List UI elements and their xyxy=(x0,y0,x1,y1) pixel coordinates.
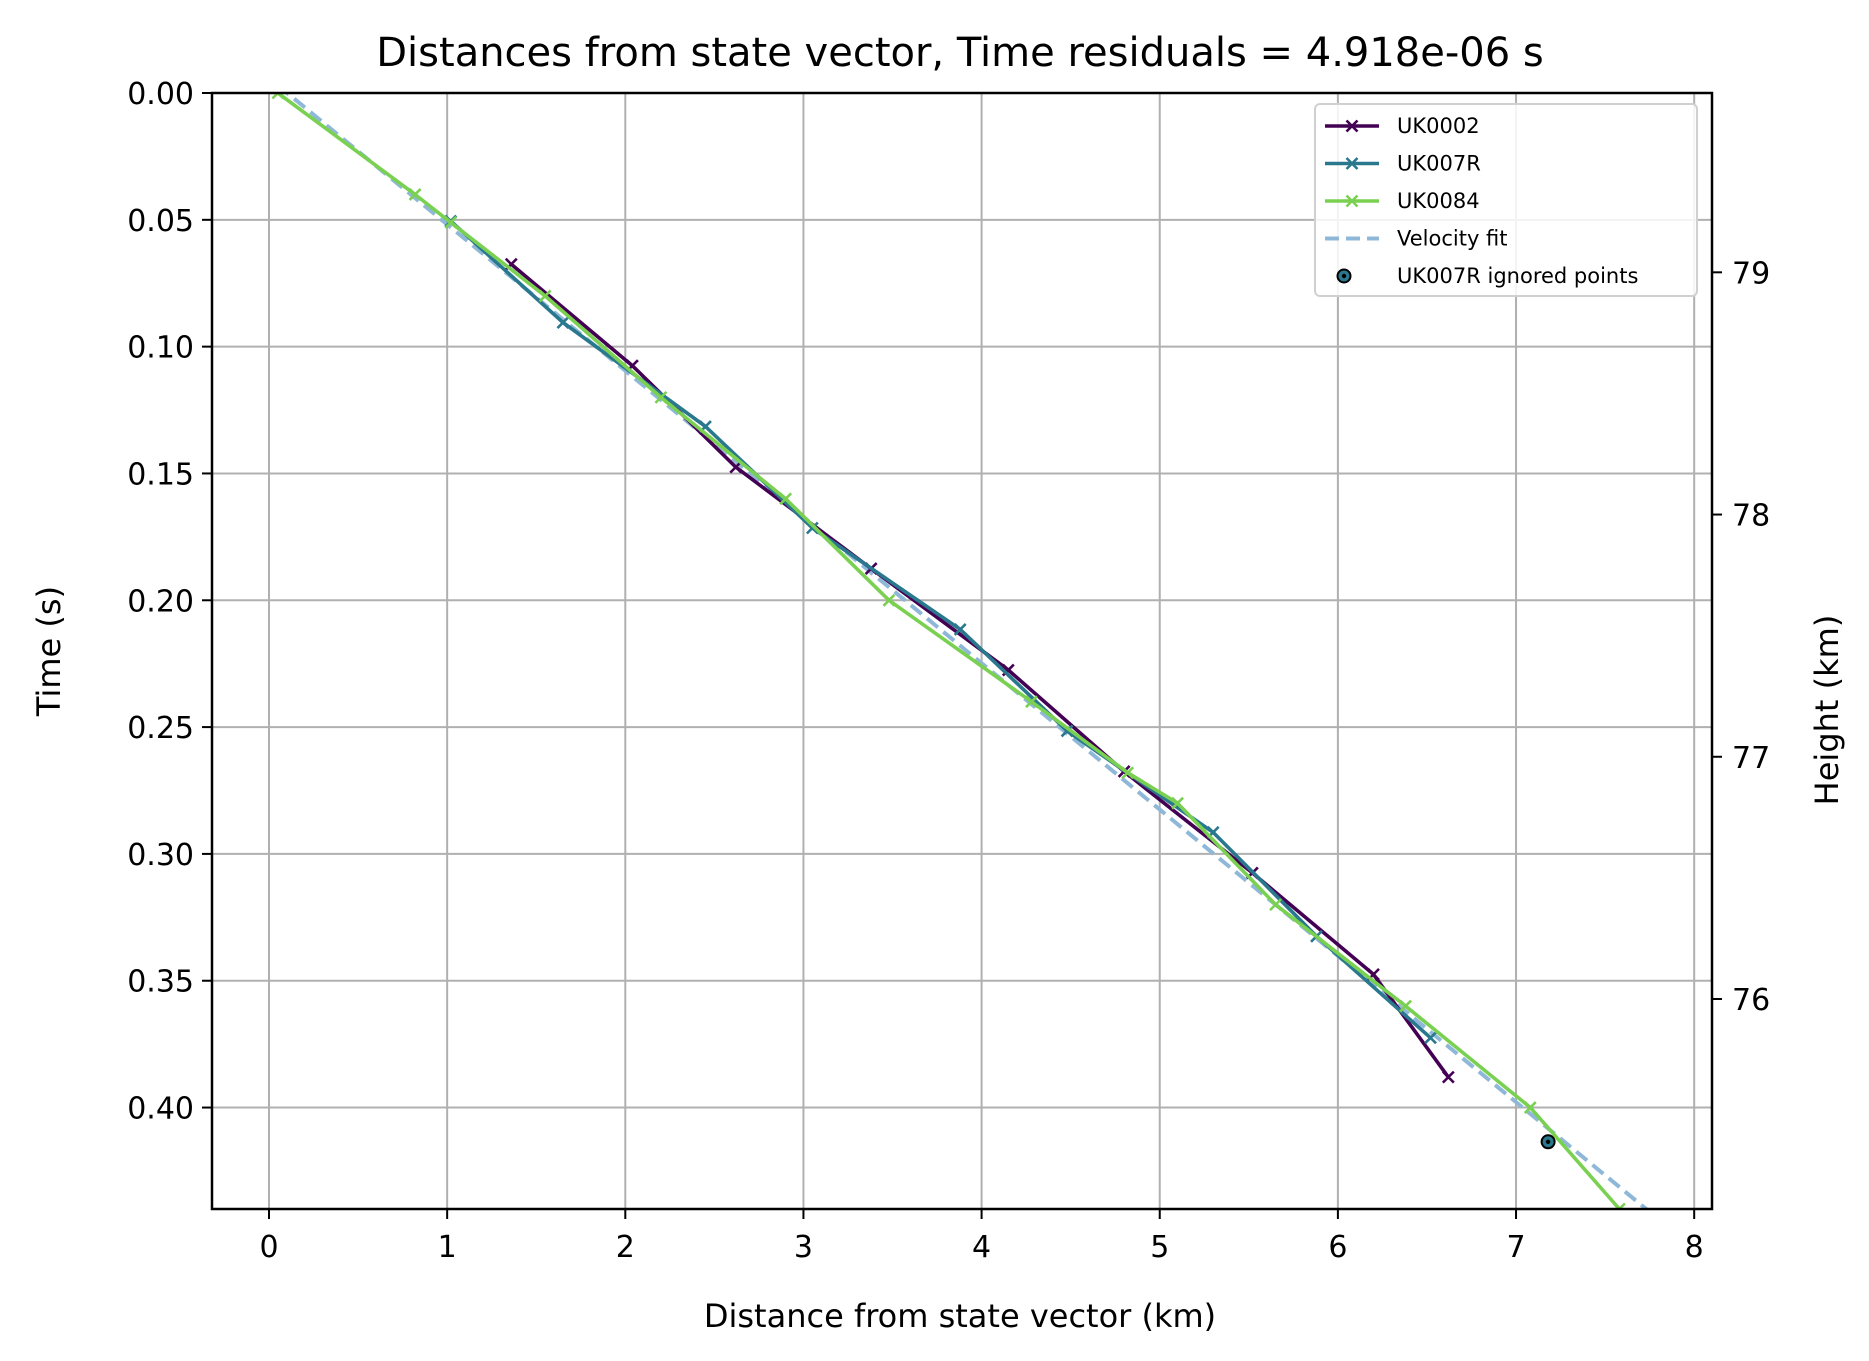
x-tick-label: 3 xyxy=(794,1230,813,1265)
legend-marker-uk0002 xyxy=(1345,119,1359,133)
data-point-uk0084 xyxy=(271,93,285,100)
chart-title: Distances from state vector, Time residu… xyxy=(376,30,1544,76)
legend-marker-uk007r xyxy=(1345,157,1359,170)
y2-tick-label: 79 xyxy=(1732,256,1770,291)
x-axis: 0 1 2 3 4 5 6 7 8 xyxy=(259,1209,1704,1265)
y-tick-label: 0.10 xyxy=(127,331,194,366)
data-point-uk0002 xyxy=(1441,1070,1455,1084)
x-tick-label: 5 xyxy=(1150,1230,1169,1265)
secondary-y-axis-label: Height (km) xyxy=(1808,615,1846,806)
y-tick-label: 0.35 xyxy=(127,965,194,1000)
x-tick-label: 7 xyxy=(1506,1230,1525,1265)
legend-label: UK007R ignored points xyxy=(1397,264,1638,288)
y-tick-label: 0.00 xyxy=(127,77,194,112)
legend-label: UK0084 xyxy=(1397,189,1480,213)
data-point-uk007r xyxy=(556,316,570,329)
data-point-uk0084 xyxy=(1171,796,1184,810)
x-tick-label: 2 xyxy=(616,1230,635,1265)
x-tick-label: 4 xyxy=(972,1230,991,1265)
x-tick-label: 8 xyxy=(1685,1230,1704,1265)
plot-frame xyxy=(210,91,1714,1211)
y-axis: 0.00 0.05 0.10 0.15 0.20 0.25 0.30 0.35 0.40 xyxy=(127,77,212,1127)
y-tick-label: 0.05 xyxy=(127,204,194,239)
x-tick-label: 1 xyxy=(438,1230,457,1265)
x-tick-label: 0 xyxy=(259,1230,278,1265)
y-tick-label: 0.20 xyxy=(127,584,194,619)
data-point-uk0084 xyxy=(654,390,668,404)
secondary-y-axis: 79 78 77 76 xyxy=(1712,256,1770,1018)
y2-tick-label: 76 xyxy=(1732,983,1770,1018)
y-tick-label: 0.25 xyxy=(127,711,194,746)
x-axis-label: Distance from state vector (km) xyxy=(704,1297,1216,1335)
legend: UK0002 UK007R UK0084 Velocity fit UK007R ign… xyxy=(1314,103,1698,297)
y-tick-label: 0.15 xyxy=(127,457,194,492)
x-tick-label: 6 xyxy=(1328,1230,1347,1265)
ignored-points-group xyxy=(1540,1134,1556,1150)
y-tick-label: 0.30 xyxy=(127,838,194,873)
y2-tick-label: 77 xyxy=(1732,741,1770,776)
legend-label: UK007R xyxy=(1397,152,1481,176)
legend-swatch-ignored-core xyxy=(1341,273,1347,279)
ignored-point-core xyxy=(1545,1139,1551,1144)
data-point-uk0084 xyxy=(882,593,896,607)
legend-label: Velocity fit xyxy=(1397,227,1508,251)
data-point-uk0084 xyxy=(1269,898,1282,912)
legend-box xyxy=(1314,103,1698,297)
data-point-uk007r xyxy=(953,623,967,636)
legend-marker-uk0084 xyxy=(1345,194,1359,208)
data-point-uk0084 xyxy=(408,188,422,201)
data-point-uk0084 xyxy=(1025,695,1038,709)
y2-tick-label: 78 xyxy=(1732,499,1770,534)
data-point-uk0084 xyxy=(444,215,458,229)
series-group xyxy=(271,93,1626,1209)
data-point-uk0084 xyxy=(538,289,552,303)
y-axis-label: Time (s) xyxy=(30,586,68,717)
data-point-uk0084 xyxy=(779,492,793,506)
data-point-uk0084 xyxy=(1121,766,1135,780)
data-point-uk0084 xyxy=(1612,1202,1626,1209)
series-line-uk0084 xyxy=(276,93,1621,1209)
y-tick-label: 0.40 xyxy=(127,1092,194,1127)
data-point-uk007r xyxy=(1424,1031,1437,1045)
series-uk0084 xyxy=(271,93,1626,1209)
data-point-uk0084 xyxy=(1399,999,1413,1013)
legend-label: UK0002 xyxy=(1397,114,1480,138)
data-point-uk0084 xyxy=(1523,1101,1537,1114)
data-point-uk007r xyxy=(805,521,819,535)
